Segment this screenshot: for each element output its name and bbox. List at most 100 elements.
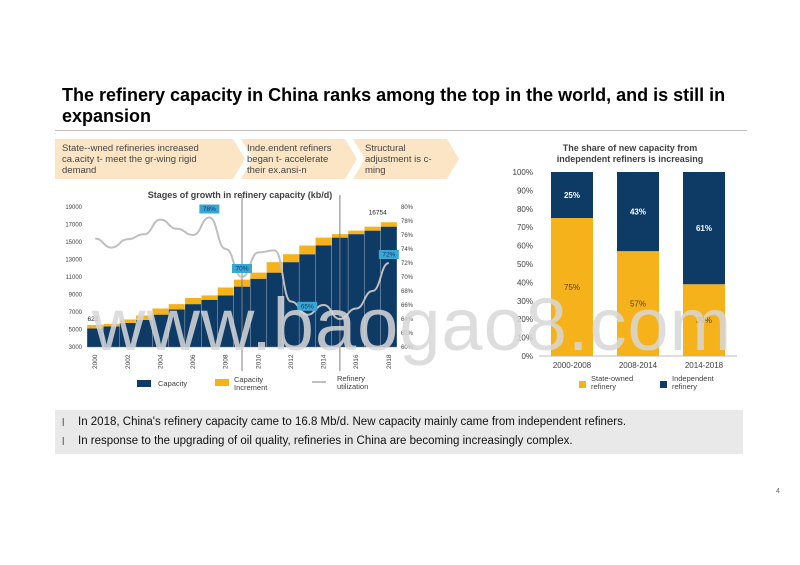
stage-chevron-1	[55, 139, 245, 179]
independent-label: 61%	[696, 224, 712, 233]
y2-tick-label: 78%	[401, 219, 414, 225]
capacity-bar	[87, 328, 104, 347]
notes-box	[55, 410, 743, 454]
increment-bar	[87, 324, 104, 329]
y2-tick-label: 60%	[401, 345, 414, 351]
capacity-bar	[348, 234, 365, 347]
x-tick-label: 2000	[92, 354, 99, 369]
state-owned-label: 75%	[564, 283, 580, 292]
utilization-callout: 65%	[297, 301, 318, 311]
title-divider	[55, 130, 747, 131]
legend-state-swatch	[579, 381, 586, 388]
y-tick-label: 5000	[69, 328, 83, 334]
increment-bar	[380, 222, 397, 227]
utilization-line	[95, 216, 390, 321]
note-2: In response to the upgrading of oil qual…	[78, 435, 573, 447]
callout-box	[297, 301, 318, 311]
y-tick-label: 13000	[65, 258, 82, 264]
y-tick-label: 17000	[65, 223, 82, 229]
increment-bar	[201, 295, 218, 300]
y2-tick-label: 70%	[401, 275, 414, 281]
y-tick-label: 0%	[521, 352, 533, 361]
increment-bar	[217, 287, 234, 296]
left-chart-title: Stages of growth in refinery capacity (k…	[147, 190, 333, 200]
legend-capacity-label: Capacity	[158, 379, 188, 388]
callout-box	[232, 264, 252, 273]
callout-label: 78%	[203, 206, 216, 213]
capacity-bar	[250, 278, 267, 347]
x-category-label: 2014-2018	[685, 361, 724, 370]
increment-bar	[185, 298, 202, 305]
state-owned-bar	[551, 218, 593, 356]
independent-label: 25%	[564, 191, 580, 200]
utilization-callout: 78%	[199, 204, 220, 214]
y-tick-label: 100%	[513, 168, 533, 177]
increment-bar	[299, 245, 316, 255]
callout-label: 65%	[301, 304, 314, 311]
y-tick-label: 9000	[69, 293, 83, 299]
y-tick-label: 10%	[517, 334, 533, 343]
data-label-first: 622	[88, 316, 99, 323]
data-label-last: 16754	[369, 209, 387, 216]
capacity-bar	[152, 314, 169, 347]
utilization-callout: 72%	[378, 250, 399, 259]
y-tick-label: 19000	[65, 205, 82, 211]
legend-indep-swatch	[660, 381, 667, 388]
right-chart-title: The share of new capacity from independe…	[556, 143, 704, 164]
independent-bar	[683, 172, 725, 285]
increment-bar	[315, 237, 332, 246]
increment-bar	[282, 254, 299, 263]
legend-util-line1: Refinery	[337, 374, 365, 383]
callout-box	[378, 250, 399, 259]
legend-indep-line2: refinery	[672, 382, 698, 391]
capacity-bar	[136, 319, 153, 347]
legend-state-label: State-owned refinery	[591, 375, 633, 391]
x-tick-label: 2006	[190, 354, 197, 369]
y-tick-label: 70%	[517, 223, 533, 232]
y-tick-label: 40%	[517, 278, 533, 287]
legend-indep-label: Independent refinery	[672, 375, 714, 391]
legend-util-line2: utilization	[337, 382, 369, 391]
increment-bar	[136, 315, 153, 320]
increment-bar	[152, 308, 169, 315]
x-tick-label: 2002	[125, 354, 132, 369]
x-category-label: 2008-2014	[619, 361, 658, 370]
increment-bar	[266, 262, 283, 273]
x-tick-label: 2008	[223, 354, 230, 369]
increment-bar	[103, 323, 120, 327]
capacity-bar	[168, 309, 185, 347]
legend-capacity-swatch	[137, 380, 151, 387]
increment-bar	[364, 226, 381, 231]
y2-tick-label: 72%	[401, 261, 414, 267]
x-tick-label: 2014	[321, 354, 328, 369]
watermark: www.baogao8.com	[92, 283, 733, 366]
independent-label: 43%	[630, 208, 646, 217]
legend-increment-label: Capacity Increment	[234, 376, 267, 392]
capacity-chart: 19000 17000 15000 13000 11000 9000 7000 5000 300…	[65, 195, 414, 371]
share-chart: 100% 90% 80% 70% 60% 50% 40% 30% 20% 10% 0% 75% 25% 2…	[513, 168, 737, 370]
state-owned-label: 39%	[696, 316, 712, 325]
y-tick-label: 20%	[517, 315, 533, 324]
y-tick-label: 50%	[517, 260, 533, 269]
capacity-bar	[364, 230, 381, 347]
stage-3-text: Structural adjustment is c-ming	[365, 143, 432, 176]
legend-indep-line1: Independent	[672, 374, 714, 383]
y2-tick-label: 76%	[401, 233, 414, 239]
independent-bar	[551, 172, 593, 218]
x-tick-label: 2018	[386, 354, 393, 369]
y-tick-label: 30%	[517, 297, 533, 306]
y-tick-label: 7000	[69, 310, 83, 316]
capacity-bar	[299, 254, 316, 347]
capacity-bar	[282, 262, 299, 347]
y2-tick-label: 80%	[401, 205, 414, 211]
stage-chevron-3	[353, 139, 459, 179]
callout-label: 72%	[382, 252, 395, 259]
x-category-label: 2000-2008	[553, 361, 592, 370]
stage-2-text: Inde.endent refiners began t- accelerate…	[247, 143, 332, 176]
x-tick-label: 2012	[288, 354, 295, 369]
capacity-bar	[217, 295, 234, 347]
independent-bar	[617, 172, 659, 252]
capacity-bar	[119, 322, 136, 347]
x-tick-label: 2004	[157, 354, 164, 369]
increment-bar	[348, 230, 365, 235]
